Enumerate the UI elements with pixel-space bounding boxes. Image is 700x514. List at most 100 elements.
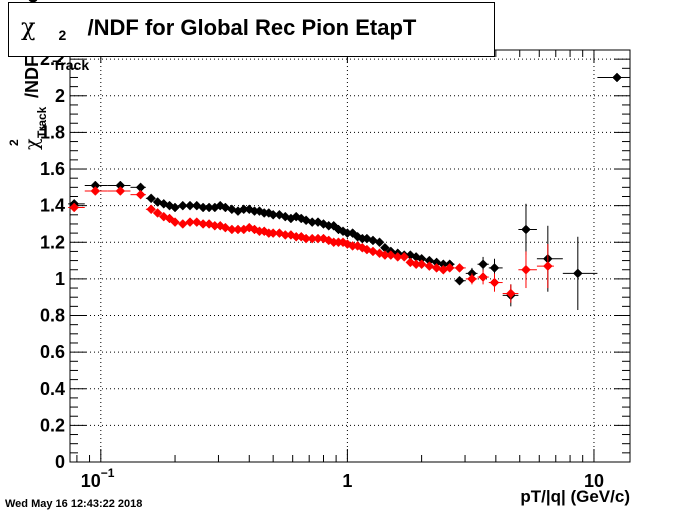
data-point: [177, 200, 188, 211]
point-marker: [374, 237, 385, 248]
data-point: [518, 203, 537, 256]
data-point: [145, 193, 156, 204]
timestamp: Wed May 16 12:43:22 2018: [5, 498, 143, 510]
point-marker: [135, 189, 146, 200]
title-box: χ 2 Track/NDF for Global Rec Pion EtapT: [8, 2, 495, 73]
y-axis-label-symbol: χ: [21, 138, 43, 150]
data-point: [84, 186, 108, 196]
point-marker: [431, 263, 442, 273]
point-marker: [146, 204, 156, 215]
data-point: [291, 231, 302, 242]
data-point: [68, 202, 85, 213]
y-tick-label: 0.2: [40, 415, 65, 435]
data-point: [502, 284, 519, 303]
point-marker: [170, 202, 180, 213]
data-point: [177, 219, 188, 229]
point-marker: [416, 259, 427, 270]
point-marker: [572, 268, 583, 279]
x-tick-label: 1: [342, 471, 352, 491]
data-point: [424, 261, 435, 271]
data-point: [416, 259, 427, 270]
data-point: [152, 208, 163, 218]
x-tick-label: 10: [81, 471, 101, 491]
point-marker: [612, 72, 622, 83]
data-point: [431, 263, 442, 273]
data-point: [170, 217, 180, 227]
title-symbol: χ: [21, 13, 36, 41]
point-marker: [521, 264, 531, 275]
point-marker: [399, 252, 410, 262]
data-point: [477, 256, 489, 272]
data-point: [454, 275, 466, 286]
x-tick-label-exponent: −1: [101, 466, 115, 480]
y-axis-label-subscript: Track: [35, 106, 49, 138]
point-marker: [115, 186, 126, 196]
data-point: [233, 224, 243, 235]
point-marker: [424, 261, 435, 271]
point-marker: [146, 193, 156, 204]
y-tick-label: 2: [55, 86, 65, 106]
data-point: [488, 258, 503, 278]
y-tick-label: 1: [55, 269, 65, 289]
point-marker: [444, 263, 455, 273]
data-point: [399, 252, 410, 262]
y-axis-label-superscript: 2: [7, 139, 21, 146]
data-point: [597, 72, 624, 83]
y-tick-label: 1.4: [40, 196, 65, 216]
data-point: [518, 251, 537, 289]
y-tick-label: 0.8: [40, 306, 65, 326]
grid: [70, 50, 630, 463]
point-marker: [152, 208, 163, 218]
data-point: [268, 228, 279, 238]
point-marker: [90, 186, 101, 196]
point-marker: [478, 259, 488, 270]
point-marker: [489, 263, 500, 273]
data-point: [444, 263, 455, 273]
point-marker: [454, 275, 465, 286]
data-point: [392, 252, 403, 262]
point-marker: [542, 261, 553, 271]
data-points: [68, 72, 624, 311]
data-point: [465, 273, 478, 285]
point-marker: [69, 202, 80, 213]
data-point: [374, 237, 385, 248]
data-point: [347, 241, 358, 251]
y-tick-label: 0.4: [40, 379, 65, 399]
tick-labels: 00.20.40.60.811.21.41.61.822.210 −1 1 10: [40, 49, 604, 491]
data-point: [107, 180, 131, 191]
title-rest: /NDF for Global Rec Pion EtapT: [87, 15, 417, 40]
data-point: [145, 204, 156, 215]
point-marker: [185, 200, 195, 211]
point-marker: [505, 288, 516, 299]
point-marker: [385, 250, 396, 260]
data-point: [84, 180, 108, 191]
data-point: [454, 263, 466, 273]
point-marker: [170, 217, 180, 227]
data-point: [107, 186, 131, 196]
x-tick-label: 10: [584, 471, 604, 491]
data-point: [477, 269, 489, 285]
chart-title: χ 2 Track/NDF for Global Rec Pion EtapT: [21, 13, 417, 73]
data-point: [562, 236, 598, 311]
data-point: [424, 255, 435, 266]
point-marker: [521, 224, 531, 235]
data-point: [185, 217, 195, 227]
data-point: [488, 273, 503, 292]
point-marker: [392, 252, 403, 262]
point-marker: [489, 277, 500, 288]
point-marker: [454, 263, 465, 273]
x-axis-label: pT/|q| (GeV/c): [520, 487, 630, 506]
point-marker: [478, 272, 488, 282]
point-marker: [467, 274, 477, 284]
title-superscript: 2: [58, 27, 67, 43]
title-subscript: Track: [52, 57, 90, 73]
data-point: [130, 189, 146, 200]
y-tick-label: 1.8: [40, 122, 65, 142]
point-marker: [177, 200, 188, 211]
plot-frame: [69, 49, 631, 463]
y-tick-label: 1.2: [40, 232, 65, 252]
point-marker: [185, 217, 195, 227]
y-tick-label: 0.6: [40, 342, 65, 362]
y-tick-label: 1.6: [40, 159, 65, 179]
